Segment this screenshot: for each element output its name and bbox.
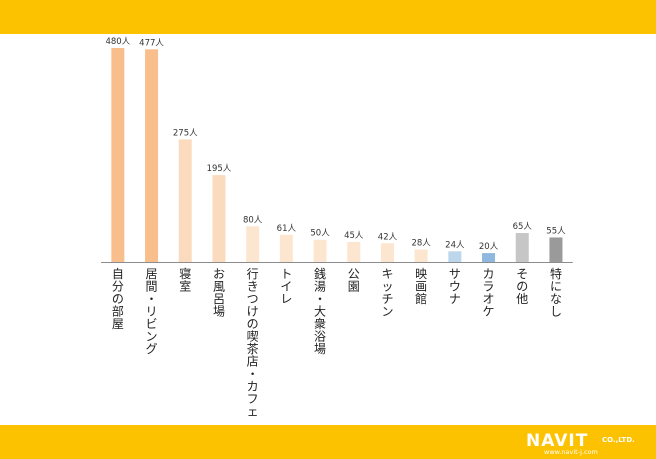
value-label: 50人 [310,229,330,239]
category-label: 特になし [550,266,562,319]
value-labels-group: 480人 477人 275人 195人 80人 61人 50人 45人 42人 28人 24人 20人… [105,37,566,252]
value-label: 42人 [378,232,398,242]
value-label: 45人 [344,231,364,241]
category-label: その他 [516,267,528,306]
logo-url: www.navit-j.com [544,448,598,456]
bar [347,241,361,262]
value-label: 195人 [207,164,232,174]
value-label: 24人 [445,240,465,250]
logo-brand: NAVIT [526,431,589,451]
bar [212,175,226,262]
category-label: 自分の部屋 [112,267,124,331]
bar [178,139,192,262]
value-label: 275人 [173,128,198,138]
category-label: 寝室 [179,266,191,294]
category-label: 居間・リビング [146,267,158,356]
value-label: 80人 [243,215,263,225]
category-label: 映画館 [415,267,427,306]
category-label: トイレ [280,267,292,306]
bar [448,251,462,262]
category-label: 銭湯・大衆浴場 [314,266,326,356]
value-label: 28人 [411,239,431,249]
value-label: 61人 [277,224,297,234]
bar [549,237,563,262]
category-label: サウナ [449,267,461,306]
bars-group [111,48,563,263]
category-labels-group: 自分の部屋 居間・リビング 寝室 お風呂場 行きつけの喫茶店・カフェ トイレ 銭湯・大衆浴場… [112,266,562,419]
bar [279,234,293,262]
bar [145,49,159,263]
top-band [0,0,656,34]
bar [414,249,428,262]
bar [482,253,496,262]
navit-logo: NAVIT CO.,LTD. www.navit-j.com [526,431,646,456]
value-label: 477人 [139,38,164,48]
bar [111,48,125,262]
value-label: 20人 [479,242,499,252]
value-label: 480人 [105,37,130,47]
category-label: 公園 [348,267,360,294]
bar [246,226,260,262]
category-label: 行きつけの喫茶店・カフェ [247,267,259,419]
bar [313,239,327,262]
bottom-band [0,425,656,459]
value-label: 55人 [546,226,566,236]
category-label: お風呂場 [213,267,225,319]
category-label: キッチン [381,267,393,319]
bar [515,233,529,262]
logo-suffix: CO.,LTD. [602,436,635,444]
value-label: 65人 [513,222,533,232]
bar [380,243,394,262]
category-label: カラオケ [483,267,495,319]
